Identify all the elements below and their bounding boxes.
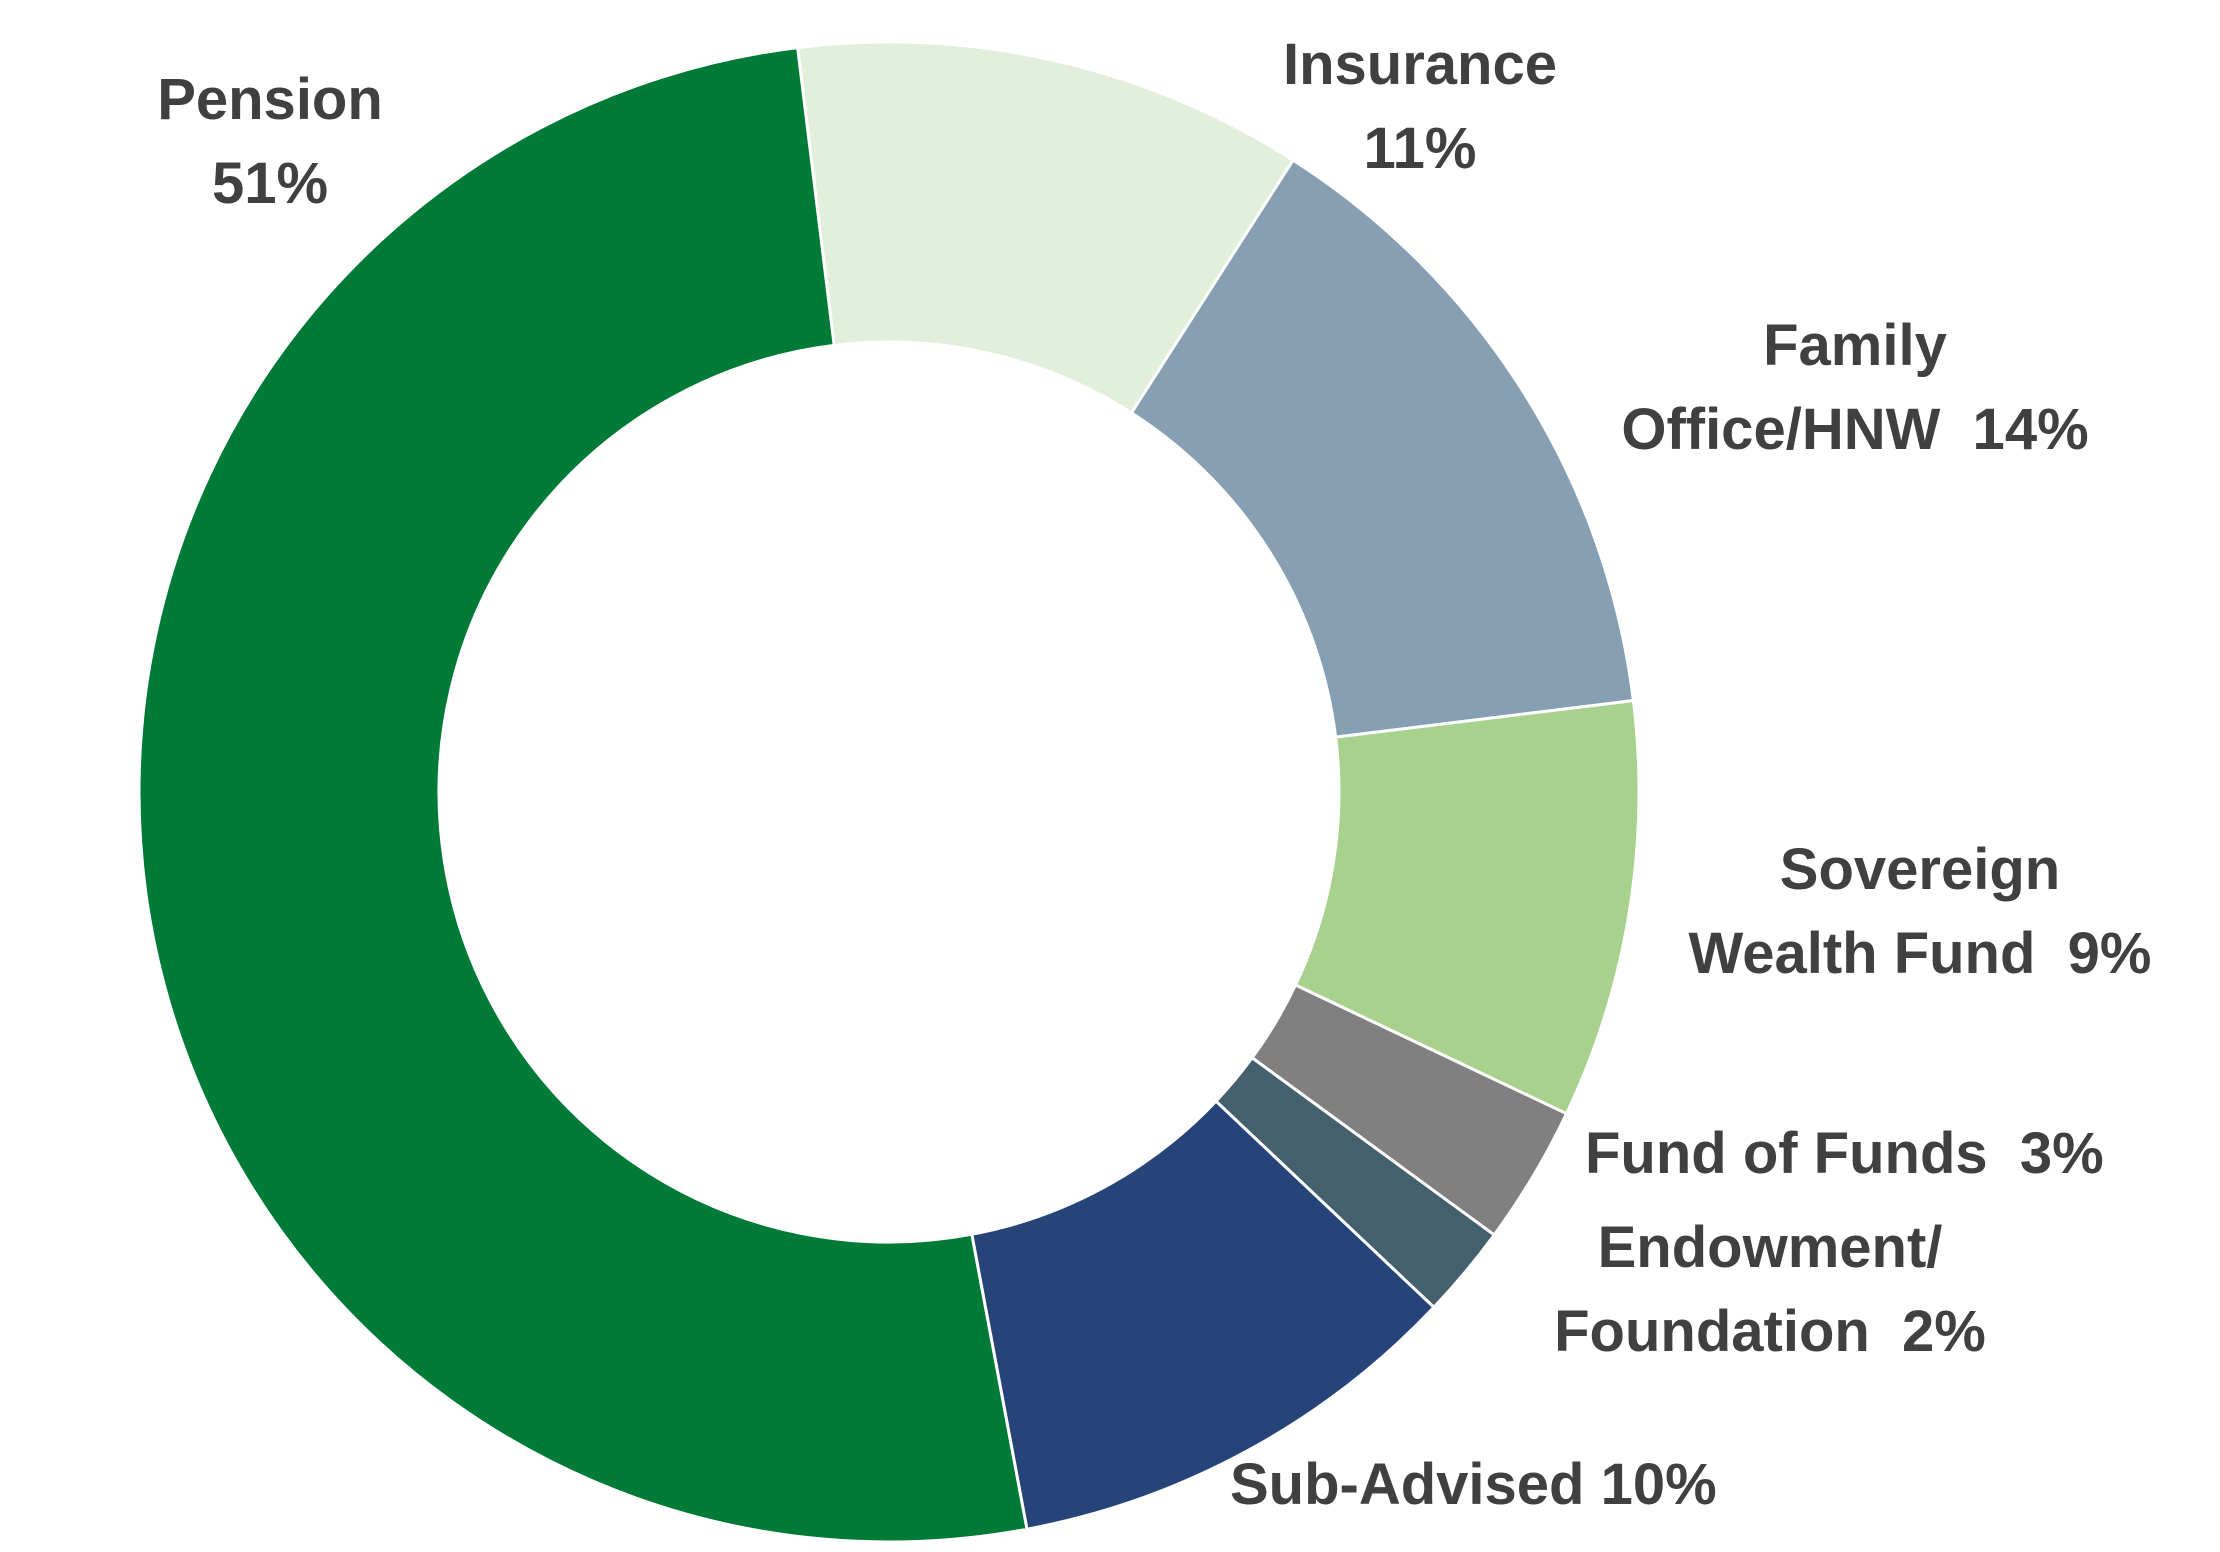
label-family: Family Office/HNW 14% xyxy=(1585,304,2125,472)
label-family-line: Office/HNW 14% xyxy=(1621,397,2089,462)
label-endowment-line: Endowment/ xyxy=(1597,1215,1943,1280)
label-sovereign-line: Sovereign xyxy=(1779,837,2061,902)
label-endowment-line: Foundation 2% xyxy=(1554,1299,1986,1364)
label-family-line: Family xyxy=(1763,313,1947,378)
slice-insurance xyxy=(795,40,1296,415)
label-subadvised: Sub-Advised 10% xyxy=(1230,1443,1760,1527)
label-pension: Pension 51% xyxy=(150,58,390,226)
label-insurance-line: 11% xyxy=(1363,116,1477,181)
label-fof: Fund of Funds 3% xyxy=(1585,1112,2155,1196)
label-endowment: Endowment/Foundation 2% xyxy=(1530,1206,2010,1374)
slice-family xyxy=(1129,158,1636,739)
label-sovereign: Sovereign Wealth Fund 9% xyxy=(1650,828,2190,996)
donut-slices xyxy=(137,40,1641,1544)
slice-subadvised xyxy=(970,1099,1437,1531)
label-fof-line: Fund of Funds 3% xyxy=(1585,1121,2104,1186)
label-insurance-line: Insurance xyxy=(1283,32,1557,97)
label-pension-line: 51% xyxy=(211,151,329,216)
label-sovereign-line: Wealth Fund 9% xyxy=(1688,921,2152,986)
slice-pension xyxy=(137,45,1029,1544)
label-insurance: Insurance 11% xyxy=(1255,23,1585,191)
label-pension-line: Pension xyxy=(157,67,383,132)
label-subadvised-line: Sub-Advised 10% xyxy=(1230,1452,1717,1517)
